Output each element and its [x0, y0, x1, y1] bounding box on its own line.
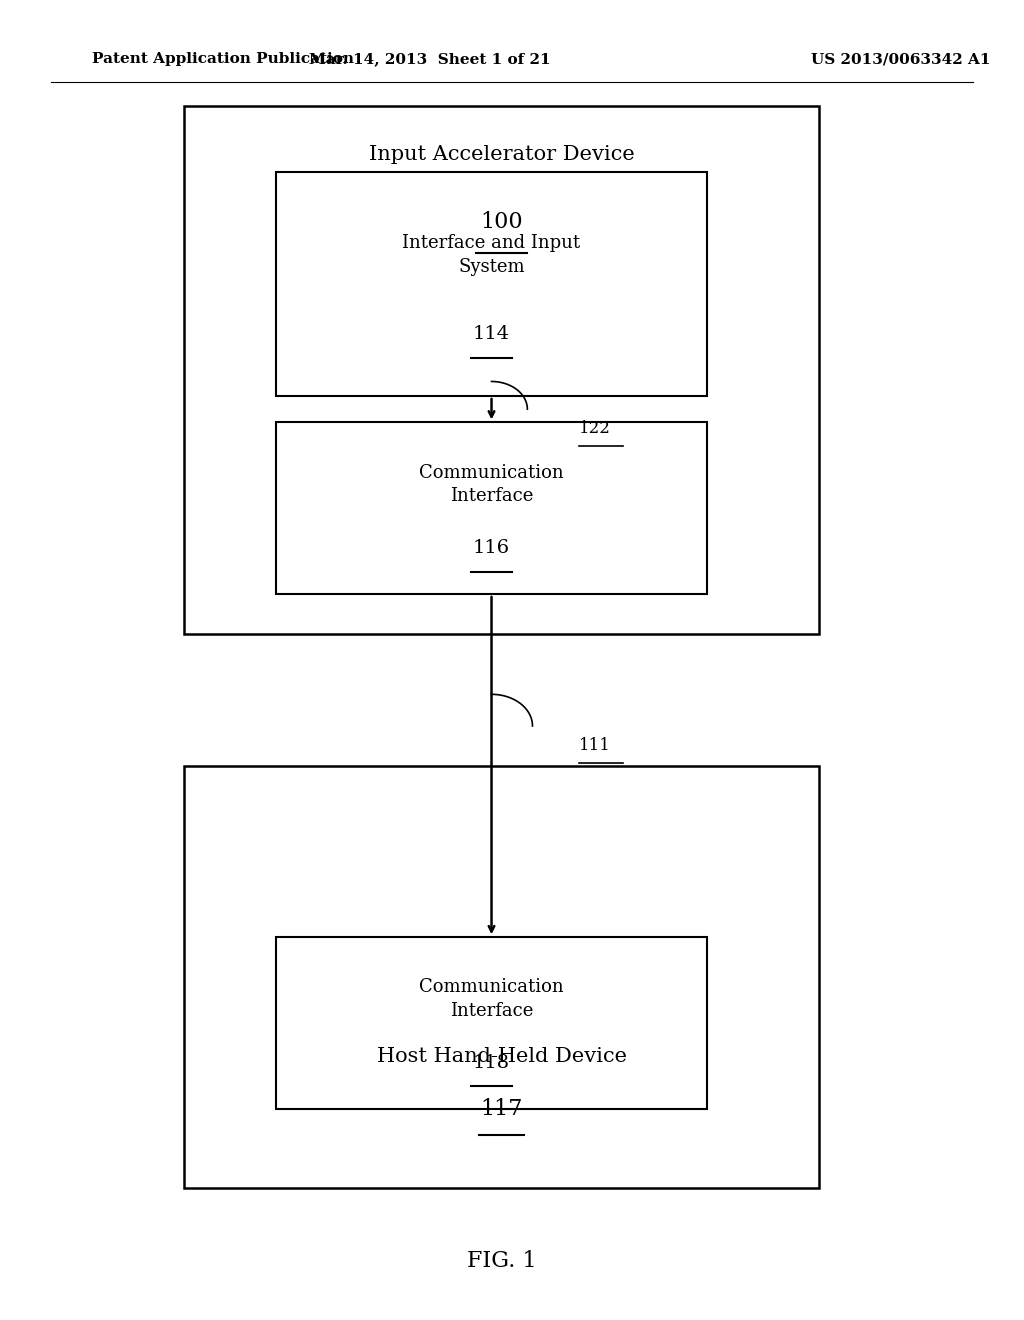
- Text: 114: 114: [473, 325, 510, 343]
- Text: Communication
Interface: Communication Interface: [419, 463, 564, 506]
- Text: 117: 117: [480, 1098, 523, 1119]
- Text: Interface and Input
System: Interface and Input System: [402, 234, 581, 276]
- FancyBboxPatch shape: [184, 766, 819, 1188]
- Text: Host Hand-Held Device: Host Hand-Held Device: [377, 1047, 627, 1065]
- Text: Communication
Interface: Communication Interface: [419, 978, 564, 1020]
- FancyBboxPatch shape: [276, 172, 707, 396]
- Text: 111: 111: [579, 738, 610, 754]
- Text: FIG. 1: FIG. 1: [467, 1250, 537, 1271]
- FancyBboxPatch shape: [184, 106, 819, 634]
- Text: 116: 116: [473, 539, 510, 557]
- Text: US 2013/0063342 A1: US 2013/0063342 A1: [811, 53, 991, 66]
- Text: Mar. 14, 2013  Sheet 1 of 21: Mar. 14, 2013 Sheet 1 of 21: [309, 53, 551, 66]
- Text: 122: 122: [579, 421, 610, 437]
- FancyBboxPatch shape: [276, 422, 707, 594]
- FancyBboxPatch shape: [276, 937, 707, 1109]
- Text: Input Accelerator Device: Input Accelerator Device: [369, 145, 635, 164]
- Text: 118: 118: [473, 1053, 510, 1072]
- Text: Patent Application Publication: Patent Application Publication: [92, 53, 354, 66]
- Text: 100: 100: [480, 211, 523, 234]
